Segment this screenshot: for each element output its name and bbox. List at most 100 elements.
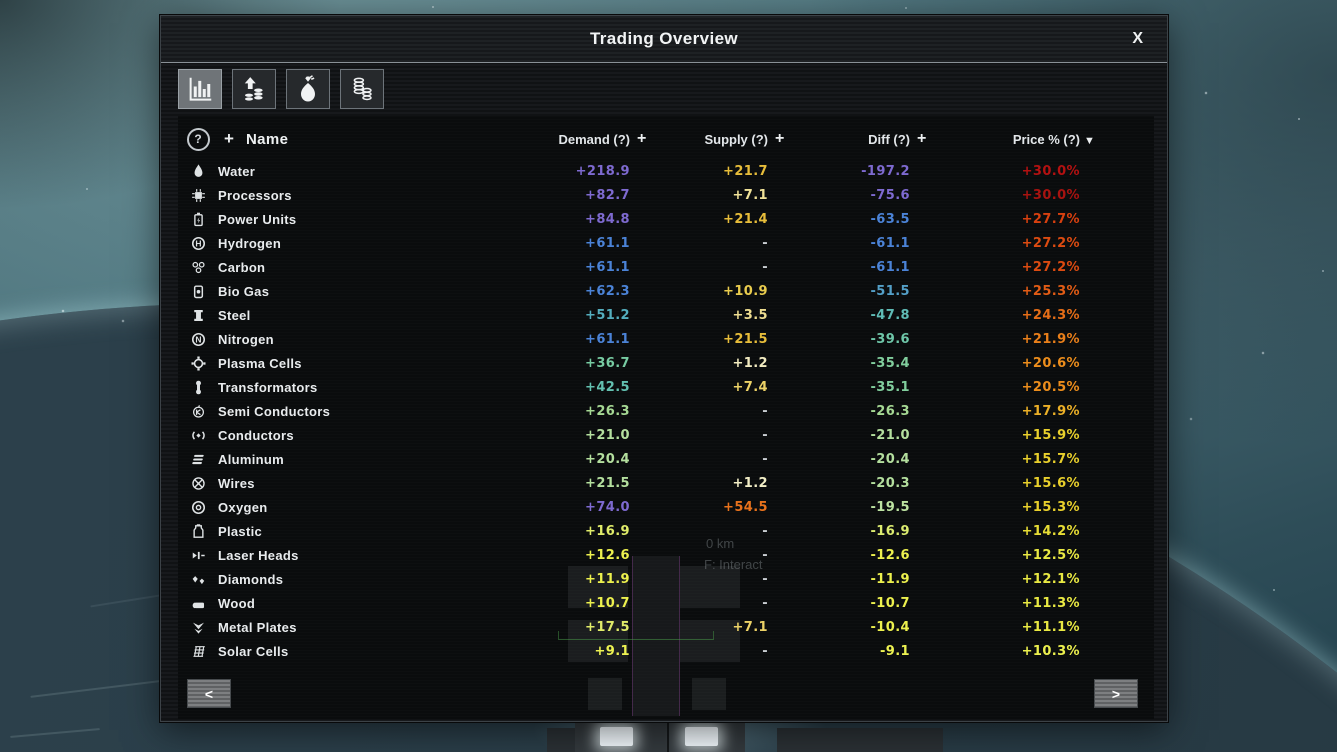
diff-value: -9.1 — [879, 643, 910, 659]
demand-value: +84.8 — [585, 211, 630, 227]
table-row[interactable]: Power Units +84.8 +21.4 -63.5 +27.7% — [178, 207, 1154, 231]
price-value: +17.9% — [1021, 403, 1080, 419]
sort-price-arrow-icon[interactable]: ▼ — [1084, 134, 1095, 147]
price-value: +15.6% — [1021, 475, 1080, 491]
price-value: +11.3% — [1021, 595, 1080, 611]
supply-value: - — [762, 235, 768, 251]
table-row[interactable]: Oxygen +74.0 +54.5 -19.5 +15.3% — [178, 495, 1154, 519]
table-row[interactable]: Solar Cells +9.1 - -9.1 +10.3% — [178, 639, 1154, 663]
conductors-icon — [190, 427, 207, 444]
table-row[interactable]: Plasma Cells +36.7 +1.2 -35.4 +20.6% — [178, 351, 1154, 375]
column-header-name[interactable]: Name — [245, 130, 289, 148]
good-name: Diamonds — [218, 571, 284, 587]
good-name: Wood — [218, 595, 256, 611]
good-name: Transformators — [218, 379, 318, 395]
supply-value: - — [762, 259, 768, 275]
supply-value: +1.2 — [732, 475, 768, 491]
column-header-demand[interactable]: Demand (?) — [558, 131, 631, 147]
oxygen-icon — [190, 499, 207, 516]
trading-overview-window: Trading Overview X 0 km F: Interact ? + … — [160, 15, 1168, 722]
table-row[interactable]: Carbon +61.1 - -61.1 +27.2% — [178, 255, 1154, 279]
tab-goods-sack[interactable] — [286, 69, 330, 109]
table-row[interactable]: Transformators +42.5 +7.4 -35.1 +20.5% — [178, 375, 1154, 399]
table-row[interactable]: Conductors +21.0 - -21.0 +15.9% — [178, 423, 1154, 447]
table-row[interactable]: Plastic +16.9 - -16.9 +14.2% — [178, 519, 1154, 543]
next-page-button[interactable]: > — [1094, 679, 1138, 708]
supply-value: - — [762, 571, 768, 587]
diff-value: -12.6 — [870, 547, 910, 563]
engine-glow — [600, 727, 633, 746]
table-header: ? + Name Demand (?) + Supply (?) + Diff … — [178, 126, 1154, 152]
price-value: +15.7% — [1021, 451, 1080, 467]
window-titlebar: Trading Overview X — [161, 16, 1167, 63]
sort-supply-button[interactable]: + — [775, 130, 785, 147]
good-name: Oxygen — [218, 499, 268, 515]
table-row[interactable]: Metal Plates +17.5 +7.1 -10.4 +11.1% — [178, 615, 1154, 639]
table-row[interactable]: Wood +10.7 - -10.7 +11.3% — [178, 591, 1154, 615]
column-header-diff[interactable]: Diff (?) — [868, 131, 910, 147]
window-title: Trading Overview — [589, 29, 739, 48]
demand-value: +20.4 — [585, 451, 630, 467]
good-name: Wires — [218, 475, 255, 491]
coin-stacks-icon — [347, 74, 377, 104]
carbon-icon — [190, 259, 207, 276]
good-name: Metal Plates — [218, 619, 297, 635]
prev-page-button[interactable]: < — [187, 679, 231, 708]
tab-coin-stacks[interactable] — [340, 69, 384, 109]
supply-value: +21.7 — [723, 163, 768, 179]
diff-value: -10.4 — [870, 619, 910, 635]
table-row[interactable]: Semi Conductors +26.3 - -26.3 +17.9% — [178, 399, 1154, 423]
table-row[interactable]: Hydrogen +61.1 - -61.1 +27.2% — [178, 231, 1154, 255]
supply-value: - — [762, 547, 768, 563]
price-value: +11.1% — [1021, 619, 1080, 635]
good-name: Plasma Cells — [218, 355, 302, 371]
table-row[interactable]: Nitrogen +61.1 +21.5 -39.6 +21.9% — [178, 327, 1154, 351]
column-header-supply[interactable]: Supply (?) — [704, 131, 768, 147]
demand-value: +42.5 — [585, 379, 630, 395]
price-value: +21.9% — [1021, 331, 1080, 347]
diff-value: -63.5 — [870, 211, 910, 227]
pager: < > — [187, 679, 1138, 708]
demand-value: +61.1 — [585, 331, 630, 347]
good-name: Aluminum — [218, 451, 284, 467]
tab-sell-goods[interactable] — [232, 69, 276, 109]
diff-value: -10.7 — [870, 595, 910, 611]
diff-value: -39.6 — [870, 331, 910, 347]
table-row[interactable]: Aluminum +20.4 - -20.4 +15.7% — [178, 447, 1154, 471]
demand-value: +16.9 — [585, 523, 630, 539]
good-name: Plastic — [218, 523, 263, 539]
column-header-price[interactable]: Price % (?) — [1012, 131, 1080, 147]
close-button[interactable]: X — [1132, 30, 1143, 47]
bio-gas-icon — [190, 283, 207, 300]
wires-icon — [190, 475, 207, 492]
player-ship — [545, 722, 775, 752]
demand-value: +62.3 — [585, 283, 630, 299]
supply-value: - — [762, 523, 768, 539]
help-icon[interactable]: ? — [186, 127, 210, 151]
diff-value: -47.8 — [870, 307, 910, 323]
sort-name-button[interactable]: + — [224, 129, 234, 148]
good-name: Steel — [218, 307, 251, 323]
table-row[interactable]: Diamonds +11.9 - -11.9 +12.1% — [178, 567, 1154, 591]
good-name: Nitrogen — [218, 331, 274, 347]
tab-bar-chart[interactable] — [178, 69, 222, 109]
table-row[interactable]: Bio Gas +62.3 +10.9 -51.5 +25.3% — [178, 279, 1154, 303]
table-row[interactable]: Processors +82.7 +7.1 -75.6 +30.0% — [178, 183, 1154, 207]
sort-diff-button[interactable]: + — [917, 130, 927, 147]
sort-demand-button[interactable]: + — [637, 130, 647, 147]
price-value: +10.3% — [1021, 643, 1080, 659]
supply-value: +1.2 — [732, 355, 768, 371]
supply-value: +7.4 — [732, 379, 768, 395]
price-value: +20.6% — [1021, 355, 1080, 371]
table-row[interactable]: Wires +21.5 +1.2 -20.3 +15.6% — [178, 471, 1154, 495]
table-row[interactable]: Steel +51.2 +3.5 -47.8 +24.3% — [178, 303, 1154, 327]
table-row[interactable]: Water +218.9 +21.7 -197.2 +30.0% — [178, 159, 1154, 183]
table-row[interactable]: Laser Heads +12.6 - -12.6 +12.5% — [178, 543, 1154, 567]
diff-value: -20.4 — [870, 451, 910, 467]
demand-value: +9.1 — [594, 643, 630, 659]
demand-value: +10.7 — [585, 595, 630, 611]
hydrogen-icon — [190, 235, 207, 252]
diamonds-icon — [190, 571, 207, 588]
price-value: +25.3% — [1021, 283, 1080, 299]
supply-value: +54.5 — [723, 499, 768, 515]
